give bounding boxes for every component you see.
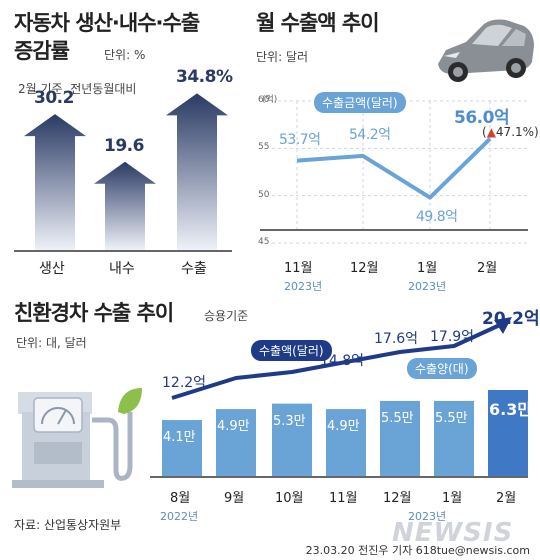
panel3-month-11월: 11월 xyxy=(329,491,358,506)
car-icon xyxy=(438,19,534,82)
export-volume-value-8월: 4.1만 xyxy=(163,430,196,446)
export-volume-bar-11월 xyxy=(326,409,366,476)
change-badge: (▲47.1%) xyxy=(482,125,539,139)
export-amount-eco-value-1월: 17.9억 xyxy=(430,329,475,345)
export-volume-value-1월: 5.5만 xyxy=(435,410,468,426)
export-volume-value-9월: 4.9만 xyxy=(217,419,250,435)
export-volume-value-12월: 5.5만 xyxy=(381,410,414,426)
growth-arrow-내수 xyxy=(94,161,156,250)
growth-value-수출: 34.8% xyxy=(176,67,233,88)
export-amount-value-2월: 56.0억 xyxy=(454,107,510,128)
panel2-unit: 단위: 달러 xyxy=(256,50,309,64)
export-volume-bar-1월 xyxy=(434,400,474,476)
export-amount-line xyxy=(296,137,492,200)
eco-export-amount-line xyxy=(171,322,503,400)
panel2-month-11월: 11월 xyxy=(284,261,313,276)
panel2-ytick-60: 60 xyxy=(258,95,270,105)
eco-export-amount-arrowhead xyxy=(494,317,512,334)
growth-category-생산: 생산 xyxy=(39,261,65,277)
panel1-unit: 단위: % xyxy=(104,48,146,62)
growth-arrow-chart xyxy=(14,93,232,252)
panel3-year-2022: 2022년 xyxy=(160,510,199,523)
newsis-watermark: NEWSIS xyxy=(392,518,514,548)
panel3-month-2월: 2월 xyxy=(496,491,517,506)
export-volume-pill: 수출양(대) xyxy=(407,358,477,379)
panel3-month-1월: 1월 xyxy=(442,491,463,506)
export-amount-value-11월: 53.7억 xyxy=(279,131,321,148)
export-volume-bar-12월 xyxy=(380,400,420,476)
export-volume-value-2월: 6.3만 xyxy=(489,400,533,419)
export-volume-value-11월: 4.9만 xyxy=(327,419,360,435)
panel2-title: 월 수출액 추이 xyxy=(256,11,380,35)
panel3-year-2023: 2023년 xyxy=(408,510,447,523)
panel3-month-8월: 8월 xyxy=(170,491,191,506)
growth-arrow-수출 xyxy=(166,93,228,251)
panel3-unit: 단위: 대, 달러 xyxy=(16,336,87,350)
growth-category-내수: 내수 xyxy=(109,261,135,277)
panel1-note: 2월 기준, 전년동월대비 xyxy=(18,82,137,96)
panel1-title-line1: 자동차 생산·내수·수출 xyxy=(14,11,200,35)
export-volume-bar-10월 xyxy=(272,403,312,476)
panel3-month-9월: 9월 xyxy=(224,491,245,506)
panel2-ytick-45: 45 xyxy=(258,237,270,247)
panel2-ytick-unit: (억) xyxy=(262,95,278,105)
credit-line: 23.03.20 전진우 기자 618tue@newsis.com xyxy=(305,544,530,557)
fuel-pump-icon xyxy=(12,388,142,488)
panel2-month-1월: 1월 xyxy=(417,261,438,276)
panel2-year-2023-a: 2023년 xyxy=(284,280,323,293)
export-amount-pill-eco: 수출액(달러) xyxy=(251,340,332,361)
growth-value-생산: 30.2 xyxy=(34,88,74,109)
source-label: 자료: 산업통상자원부 xyxy=(14,518,122,532)
growth-category-수출: 수출 xyxy=(181,261,207,277)
export-amount-value-1월: 49.8억 xyxy=(416,208,458,225)
export-volume-bar-9월 xyxy=(216,409,256,476)
export-amount-eco-value-2월: 20.2억 xyxy=(482,309,540,329)
panel3-title: 친환경차 수출 추이 xyxy=(14,301,174,325)
export-amount-eco-value-8월: 12.2억 xyxy=(162,375,207,391)
export-volume-value-10월: 5.3만 xyxy=(273,413,306,429)
change-badge-text: 47.1% xyxy=(495,125,535,139)
growth-value-내수: 19.6 xyxy=(104,135,144,156)
panel3-subtitle: 승용기준 xyxy=(204,309,249,323)
export-amount-eco-value-11월: 14.8억 xyxy=(320,353,365,369)
panel1-title-line2: 증감률 xyxy=(14,39,70,63)
export-amount-value-12월: 54.2억 xyxy=(349,126,391,143)
panel2-ytick-55: 55 xyxy=(258,142,270,153)
panel2-month-12월: 12월 xyxy=(350,261,379,276)
panel3-month-10월: 10월 xyxy=(275,491,304,506)
growth-arrow-생산 xyxy=(24,114,86,250)
panel2-ytick-50: 50 xyxy=(258,189,270,200)
panel2-year-2023-b: 2023년 xyxy=(408,280,447,293)
panel3-month-12월: 12월 xyxy=(383,491,412,506)
export-amount-eco-value-12월: 17.6억 xyxy=(374,331,419,347)
export-volume-bar-2월 xyxy=(488,390,528,476)
export-amount-pill: 수출금액(달러) xyxy=(314,92,406,113)
export-volume-bar-8월 xyxy=(162,420,202,476)
panel2-month-2월: 2월 xyxy=(477,261,498,276)
